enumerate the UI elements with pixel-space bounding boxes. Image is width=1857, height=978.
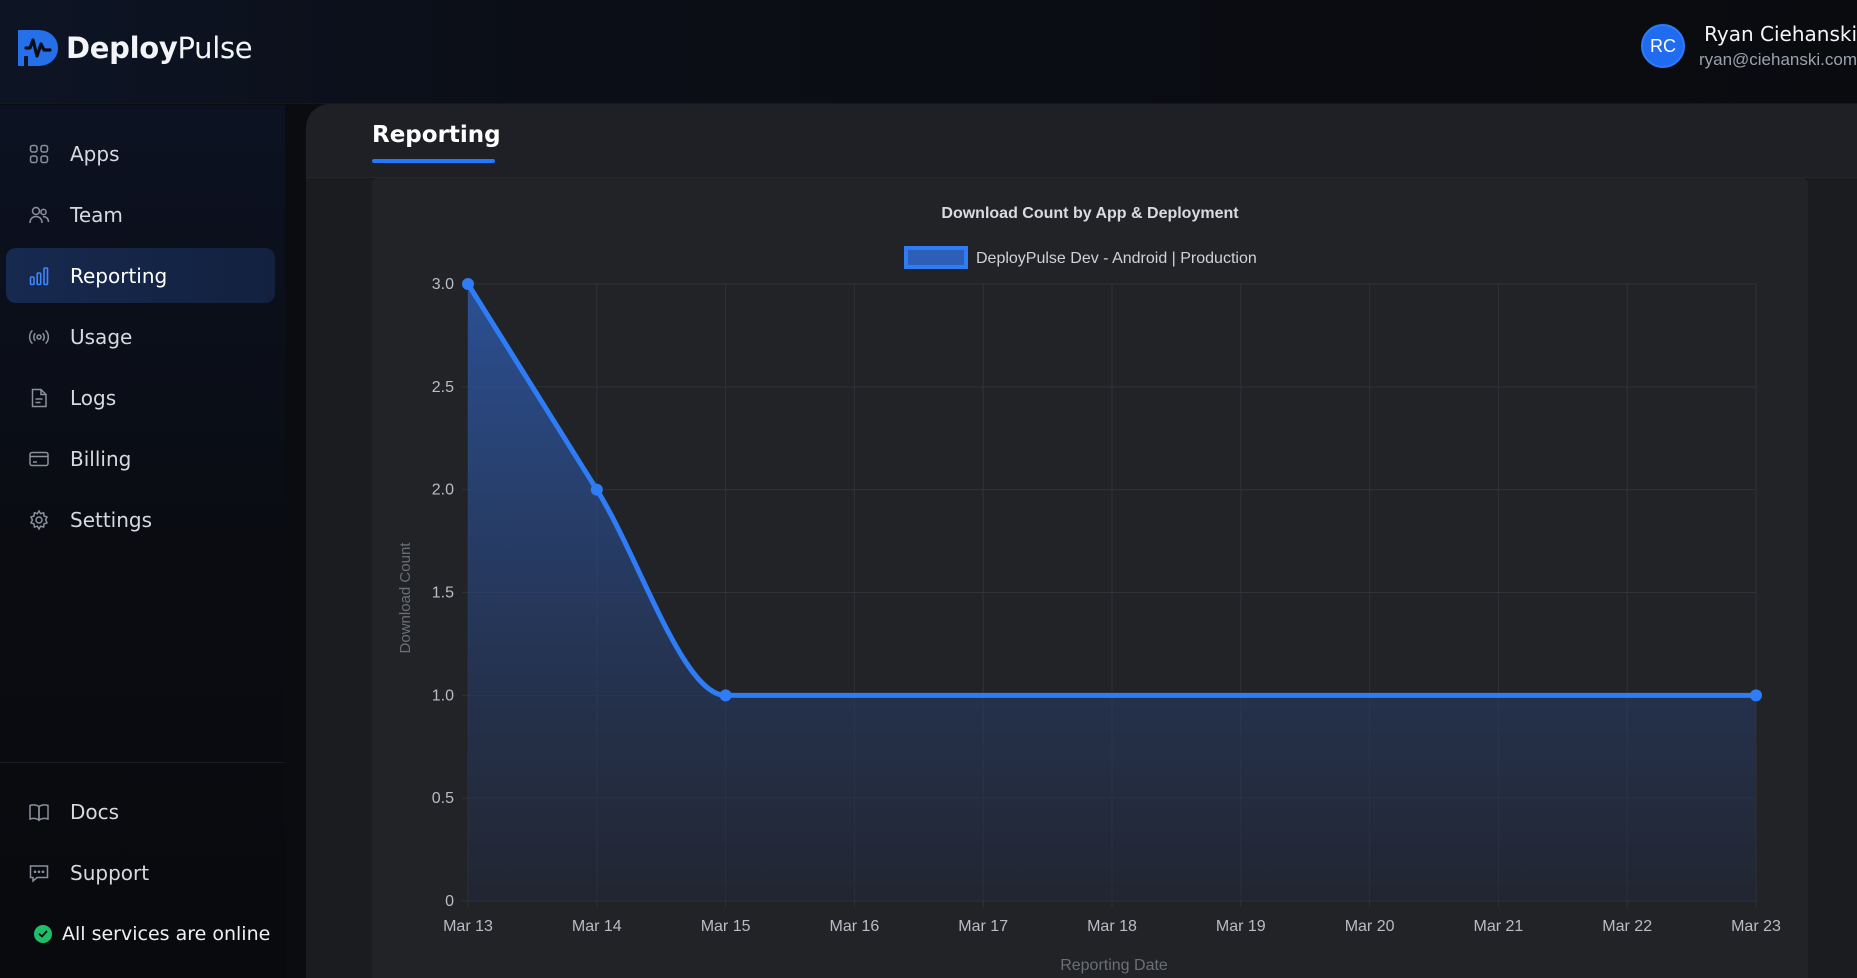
user-info: Ryan Ciehanski ryan@ciehanski.com <box>1699 22 1857 70</box>
sidebar-item-label: Team <box>70 202 123 227</box>
top-bar: DeployPulse RC Ryan Ciehanski ryan@cieha… <box>0 0 1857 104</box>
broadcast-icon <box>28 329 50 344</box>
sidebar-divider <box>0 762 285 763</box>
legend-swatch[interactable] <box>904 246 968 269</box>
x-tick-label: Mar 23 <box>1731 918 1781 935</box>
user-email: ryan@ciehanski.com <box>1698 50 1857 69</box>
user-name: Ryan Ciehanski <box>1704 22 1857 46</box>
chart-card: Mar 13 Mar 14 Mar 15 Mar 16 Mar 17 Mar 18 Mar … <box>372 178 1808 978</box>
legend-label[interactable]: DeployPulse Dev - Android | Production <box>976 250 1257 267</box>
sidebar-item-support[interactable]: Support <box>6 845 275 900</box>
data-point[interactable] <box>719 689 732 702</box>
sidebar-item-settings[interactable]: Settings <box>6 492 275 547</box>
x-tick-label: Mar 17 <box>958 918 1008 935</box>
y-tick-label: 2.0 <box>432 482 454 499</box>
sidebar-item-team[interactable]: Team <box>6 187 275 242</box>
file-icon <box>31 388 47 407</box>
brand-name: DeployPulse <box>66 31 253 65</box>
main-content: Reporting Mar 13 Mar 14 Mar 15 Mar 16 Mar 17… <box>306 104 1857 978</box>
x-tick-label: Mar 20 <box>1345 918 1395 935</box>
sidebar-item-label: Apps <box>70 141 120 166</box>
sidebar-item-usage[interactable]: Usage <box>6 309 275 364</box>
sidebar-item-docs[interactable]: Docs <box>6 784 275 839</box>
sidebar-item-label: Docs <box>70 799 120 824</box>
logo-icon <box>18 30 58 66</box>
data-point[interactable] <box>1750 689 1762 702</box>
sidebar: Apps Team Reporting Usage Logs Billing S… <box>0 105 285 978</box>
y-tick-label: 1.0 <box>432 687 454 704</box>
active-tab-indicator <box>372 159 495 163</box>
x-tick-label: Mar 22 <box>1602 918 1652 935</box>
gear-icon <box>29 509 49 531</box>
users-icon <box>29 206 50 223</box>
x-tick-label: Mar 19 <box>1216 918 1266 935</box>
y-tick-label: 2.5 <box>432 379 454 396</box>
check-circle-icon <box>34 925 52 943</box>
grid-icon <box>29 144 49 163</box>
status-text: All services are online <box>62 923 271 945</box>
chat-icon <box>29 864 49 883</box>
sidebar-item-label: Billing <box>70 446 132 471</box>
sidebar-item-label: Reporting <box>70 263 168 288</box>
series-area <box>468 284 1756 901</box>
book-icon <box>29 803 49 821</box>
sidebar-item-label: Settings <box>70 507 153 532</box>
y-axis-title: Download Count <box>397 542 414 654</box>
y-tick-label: 3.0 <box>432 276 454 293</box>
x-axis-title: Reporting Date <box>1060 957 1168 974</box>
sidebar-item-label: Logs <box>70 385 117 410</box>
download-count-chart: Mar 13 Mar 14 Mar 15 Mar 16 Mar 17 Mar 18 Mar … <box>397 205 1781 974</box>
data-point[interactable] <box>590 483 603 496</box>
x-tick-label: Mar 13 <box>443 918 493 935</box>
x-tick-label: Mar 14 <box>572 918 622 935</box>
avatar[interactable]: RC <box>1640 24 1685 68</box>
sidebar-item-label: Support <box>70 860 150 885</box>
x-tick-label: Mar 15 <box>701 918 751 935</box>
service-status: All services are online <box>34 923 270 945</box>
tab-reporting[interactable]: Reporting <box>372 122 501 148</box>
y-tick-label: 0 <box>445 893 454 910</box>
x-tick-label: Mar 18 <box>1087 918 1137 935</box>
chart-title: Download Count by App & Deployment <box>941 205 1239 222</box>
sidebar-item-reporting[interactable]: Reporting <box>6 248 275 303</box>
brand-logo[interactable]: DeployPulse <box>16 28 253 68</box>
sidebar-item-billing[interactable]: Billing <box>6 431 275 486</box>
sidebar-item-apps[interactable]: Apps <box>6 126 275 181</box>
x-tick-label: Mar 21 <box>1474 918 1524 935</box>
y-tick-label: 0.5 <box>432 790 454 807</box>
sidebar-item-label: Usage <box>70 324 133 349</box>
x-tick-label: Mar 16 <box>830 918 880 935</box>
sidebar-item-logs[interactable]: Logs <box>6 370 275 425</box>
y-tick-label: 1.5 <box>432 585 454 602</box>
user-menu[interactable]: RC Ryan Ciehanski ryan@ciehanski.com <box>1640 22 1857 70</box>
tab-bar: Reporting <box>306 104 1857 178</box>
data-point[interactable] <box>462 278 474 290</box>
bar-chart-icon <box>29 266 49 285</box>
credit-card-icon <box>29 451 49 466</box>
